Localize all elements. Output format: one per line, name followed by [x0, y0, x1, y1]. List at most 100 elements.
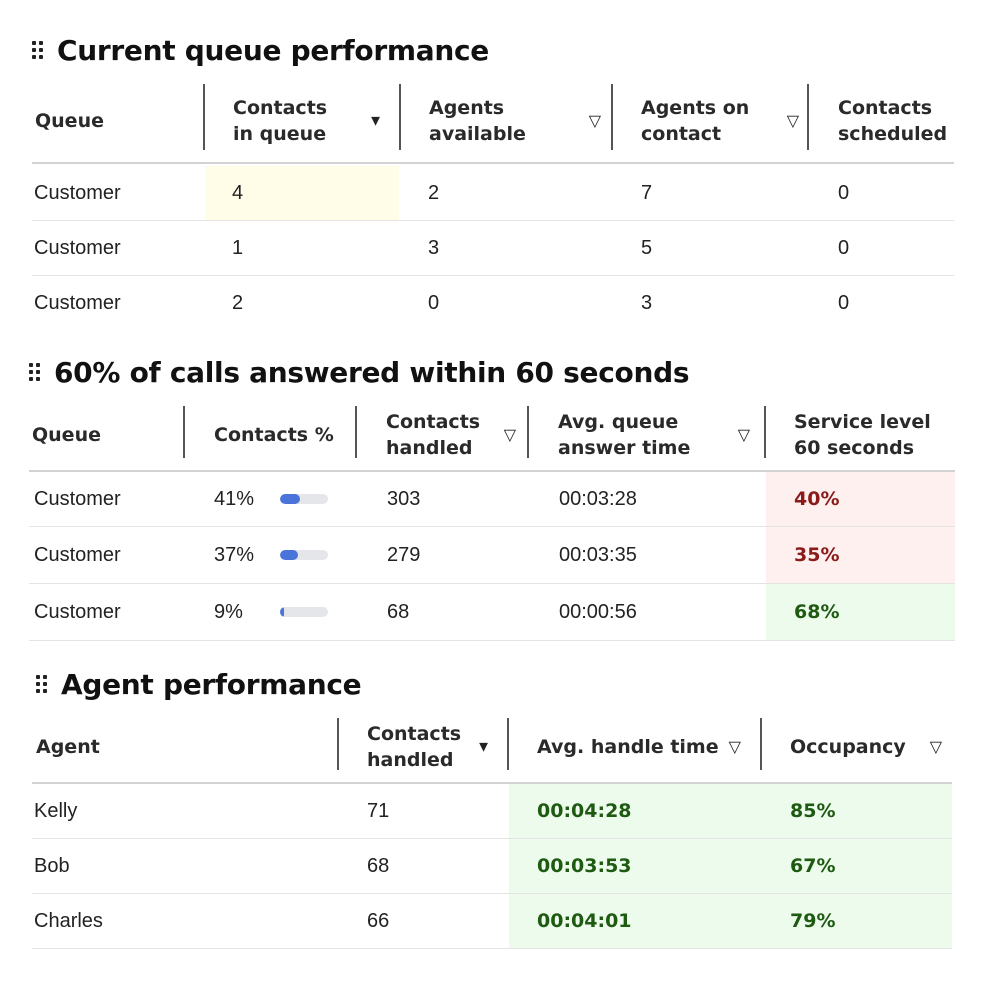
drag-handle-icon[interactable]	[36, 675, 47, 693]
highlighted-cell	[205, 166, 399, 220]
table-row[interactable]: Customer 37% 279 00:03:35 35%	[29, 527, 955, 584]
table-row[interactable]: Customer 2 0 3 0	[32, 276, 954, 330]
agents-on-contact-value: 3	[641, 291, 653, 314]
sort-icon[interactable]: ▽	[737, 427, 750, 444]
contacts-scheduled-value: 0	[838, 236, 850, 259]
contacts-handled-value: 279	[387, 543, 421, 566]
contacts-percent-value: 9%	[214, 600, 243, 623]
column-divider[interactable]	[760, 718, 762, 770]
drag-handle-icon[interactable]	[32, 41, 43, 59]
queue-name: Customer	[34, 600, 121, 623]
column-header-avg-queue-answer-time[interactable]: Avg. queue answer time ▽	[558, 411, 750, 459]
queue-name: Customer	[34, 236, 121, 259]
column-header-queue[interactable]: Queue	[32, 424, 101, 446]
agent-name: Kelly	[34, 799, 78, 822]
agents-available-value: 2	[428, 181, 440, 204]
sort-icon[interactable]: ▽	[786, 113, 799, 130]
status-cell-bad	[766, 527, 955, 583]
queue-performance-table-header: Queue Contacts in queue ▼ Agents availab…	[32, 80, 954, 164]
sort-icon[interactable]: ▽	[588, 113, 601, 130]
table-row[interactable]: Customer 1 3 5 0	[32, 221, 954, 276]
contacts-handled-value: 66	[367, 909, 390, 932]
column-divider[interactable]	[183, 406, 185, 458]
contacts-handled-value: 68	[367, 854, 390, 877]
contacts-percent-value: 41%	[214, 487, 255, 510]
column-header-contacts-handled[interactable]: Contacts handled ▽	[386, 411, 516, 459]
avg-answer-time-value: 00:00:56	[559, 600, 637, 623]
sort-descending-icon[interactable]: ▼	[368, 112, 383, 130]
table-row[interactable]: Kelly 71 00:04:28 85%	[32, 784, 952, 839]
column-header-agents-on-contact[interactable]: Agents on contact ▽	[641, 97, 799, 145]
column-divider[interactable]	[337, 718, 339, 770]
contacts-scheduled-value: 0	[838, 291, 850, 314]
contacts-in-queue-value: 2	[232, 291, 244, 314]
widget-title: Current queue performance	[57, 33, 489, 67]
bar-fill	[280, 550, 298, 560]
sort-icon[interactable]: ▽	[929, 739, 942, 756]
column-header-contacts-in-queue[interactable]: Contacts in queue ▼	[233, 97, 383, 145]
agent-name: Bob	[34, 854, 70, 877]
service-level-table-header: Queue Contacts % Contacts handled ▽ Avg.…	[29, 400, 955, 472]
column-header-avg-handle-time[interactable]: Avg. handle time ▽	[537, 736, 741, 758]
widget-title: 60% of calls answered within 60 seconds	[54, 355, 690, 389]
column-header-service-level[interactable]: Service level 60 seconds	[794, 411, 931, 459]
agents-available-value: 0	[428, 291, 440, 314]
table-row[interactable]: Customer 9% 68 00:00:56 68%	[29, 584, 955, 641]
queue-name: Customer	[34, 291, 121, 314]
column-header-queue[interactable]: Queue	[35, 110, 104, 132]
service-level-header: 60% of calls answered within 60 seconds	[29, 352, 689, 392]
column-header-agent[interactable]: Agent	[36, 736, 100, 758]
avg-answer-time-value: 00:03:35	[559, 543, 637, 566]
contacts-percent-bar	[280, 607, 328, 617]
agents-available-value: 3	[428, 236, 440, 259]
contacts-handled-value: 68	[387, 600, 410, 623]
occupancy-value: 85%	[790, 800, 836, 822]
column-divider[interactable]	[764, 406, 766, 458]
status-cell-good	[509, 784, 952, 838]
column-header-occupancy[interactable]: Occupancy ▽	[790, 736, 942, 758]
avg-answer-time-value: 00:03:28	[559, 487, 637, 510]
contacts-percent-bar	[280, 550, 328, 560]
avg-handle-time-value: 00:03:53	[537, 855, 632, 877]
column-header-contacts-handled[interactable]: Contacts handled ▼	[367, 723, 491, 771]
service-level-value: 40%	[794, 488, 840, 510]
contacts-percent-value: 37%	[214, 543, 255, 566]
occupancy-value: 67%	[790, 855, 836, 877]
table-row[interactable]: Customer 4 2 7 0	[32, 166, 954, 221]
sort-icon[interactable]: ▽	[728, 739, 741, 756]
column-header-agents-available[interactable]: Agents available ▽	[429, 97, 601, 145]
column-divider[interactable]	[527, 406, 529, 458]
contacts-percent-bar	[280, 494, 328, 504]
avg-handle-time-value: 00:04:28	[537, 800, 632, 822]
table-row[interactable]: Bob 68 00:03:53 67%	[32, 839, 952, 894]
status-cell-good	[509, 839, 952, 893]
service-level-value: 68%	[794, 601, 840, 623]
occupancy-value: 79%	[790, 910, 836, 932]
contacts-handled-value: 303	[387, 487, 421, 510]
column-divider[interactable]	[203, 84, 205, 150]
column-divider[interactable]	[807, 84, 809, 150]
agent-name: Charles	[34, 909, 103, 932]
column-header-contacts-scheduled[interactable]: Contacts scheduled	[838, 97, 948, 145]
drag-handle-icon[interactable]	[29, 363, 40, 381]
queue-performance-header: Current queue performance	[32, 30, 489, 70]
column-divider[interactable]	[399, 84, 401, 150]
status-cell-bad	[766, 472, 955, 526]
table-row[interactable]: Charles 66 00:04:01 79%	[32, 894, 952, 949]
column-divider[interactable]	[507, 718, 509, 770]
table-row[interactable]: Customer 41% 303 00:03:28 40%	[29, 472, 955, 527]
contacts-in-queue-value: 4	[232, 181, 244, 204]
sort-descending-icon[interactable]: ▼	[476, 738, 491, 756]
column-header-contacts-percent[interactable]: Contacts %	[214, 424, 334, 446]
service-level-value: 35%	[794, 544, 840, 566]
agents-on-contact-value: 7	[641, 181, 653, 204]
queue-name: Customer	[34, 543, 121, 566]
status-cell-good	[509, 894, 952, 948]
sort-icon[interactable]: ▽	[503, 427, 516, 444]
avg-handle-time-value: 00:04:01	[537, 910, 632, 932]
agent-performance-header: Agent performance	[36, 664, 362, 704]
column-divider[interactable]	[355, 406, 357, 458]
column-divider[interactable]	[611, 84, 613, 150]
queue-name: Customer	[34, 181, 121, 204]
agent-performance-table-header: Agent Contacts handled ▼ Avg. handle tim…	[32, 712, 952, 784]
